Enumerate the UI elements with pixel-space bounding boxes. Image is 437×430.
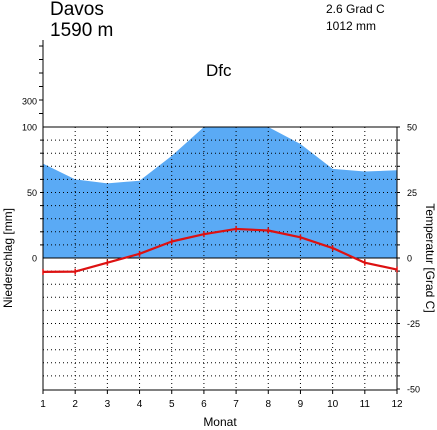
y-left-tick-label: 50 bbox=[27, 188, 37, 198]
climate-class-label: Dfc bbox=[206, 61, 232, 80]
y-axis-label-right: Temperatur [Grad C] bbox=[423, 203, 437, 312]
y-axis-label-left: Niederschlag [mm] bbox=[1, 208, 15, 308]
x-tick-label: 6 bbox=[201, 399, 207, 410]
y-left-tick-label: 100 bbox=[22, 123, 37, 133]
x-tick-label: 1 bbox=[40, 399, 46, 410]
grid-layer bbox=[43, 127, 397, 390]
x-tick-label: 9 bbox=[298, 399, 304, 410]
station-name: Davos bbox=[50, 0, 104, 20]
y-right-tick-label: -25 bbox=[407, 319, 420, 329]
x-tick-label: 8 bbox=[265, 399, 271, 410]
station-elevation: 1590 m bbox=[50, 20, 114, 41]
x-tick-label: 11 bbox=[360, 399, 371, 410]
y-left-tick-label: 0 bbox=[32, 254, 37, 264]
x-tick-label: 5 bbox=[169, 399, 175, 410]
annual-precipitation: 1012 mm bbox=[326, 19, 377, 33]
y-right-tick-label: 50 bbox=[407, 123, 417, 133]
x-axis-label: Monat bbox=[203, 415, 237, 429]
x-tick-label: 2 bbox=[72, 399, 78, 410]
axes-layer bbox=[39, 40, 400, 394]
y-left-tick-label: 300 bbox=[22, 97, 37, 107]
x-tick-label: 3 bbox=[105, 399, 111, 410]
x-tick-label: 4 bbox=[137, 399, 143, 410]
mean-temperature: 2.6 Grad C bbox=[326, 2, 385, 16]
y-right-tick-label: 25 bbox=[407, 188, 417, 198]
y-right-tick-label: 0 bbox=[407, 254, 412, 264]
x-tick-label: 10 bbox=[327, 399, 339, 410]
temperature-layer bbox=[42, 225, 398, 275]
temperature-line bbox=[42, 227, 398, 273]
x-tick-label: 7 bbox=[233, 399, 239, 410]
y-right-tick-label: -50 bbox=[407, 385, 420, 395]
x-tick-label: 12 bbox=[391, 399, 403, 410]
